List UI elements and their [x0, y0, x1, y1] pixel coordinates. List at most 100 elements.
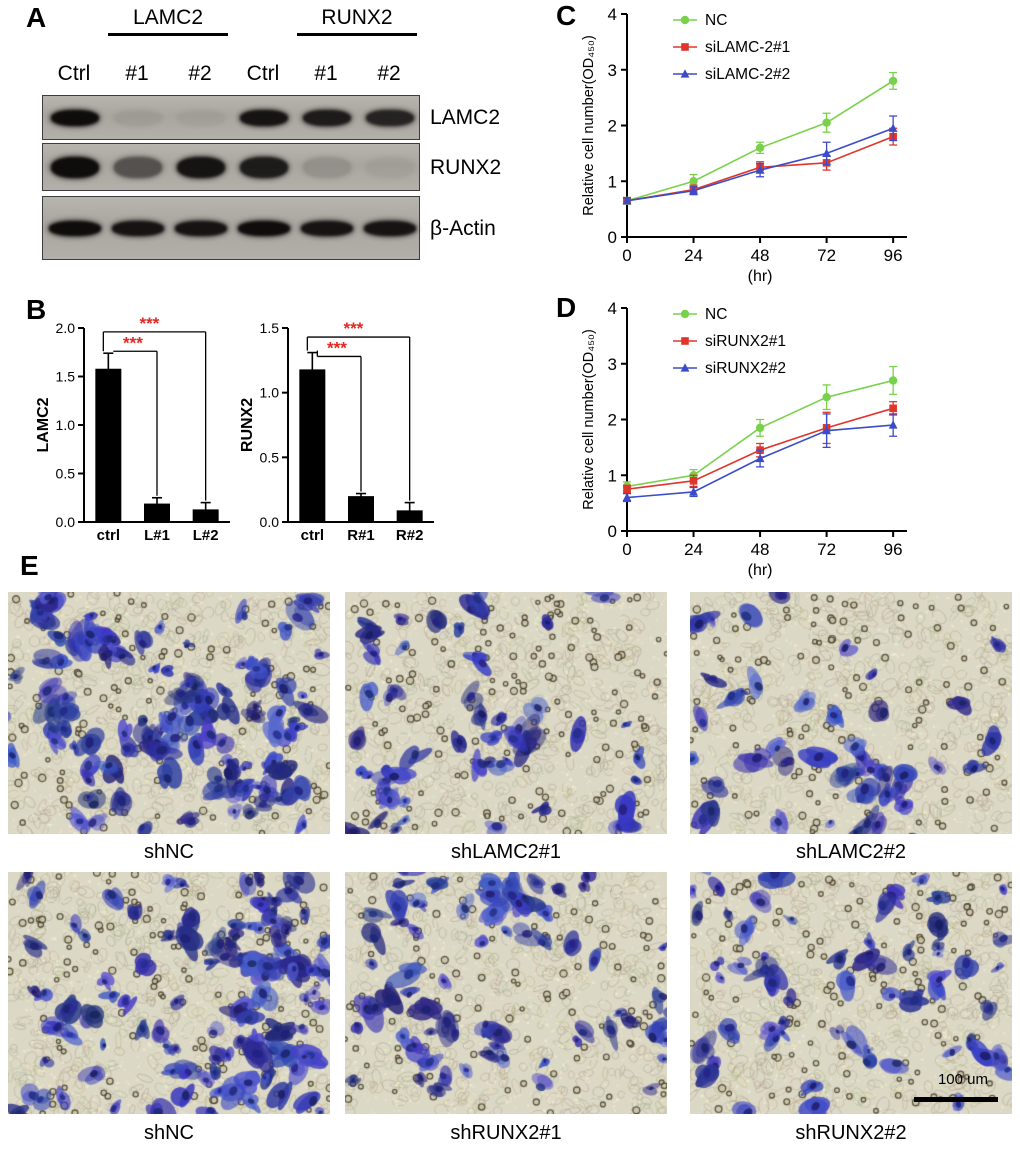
svg-text:R#1: R#1: [347, 527, 375, 544]
micrograph-canvas: [690, 872, 1012, 1114]
panel-label-c: C: [556, 0, 577, 31]
scale-bar: [914, 1097, 998, 1102]
svg-text:NC: NC: [705, 306, 727, 323]
svg-text:LAMC2: LAMC2: [35, 397, 52, 452]
svg-text:siLAMC-2#2: siLAMC-2#2: [705, 66, 790, 83]
blot-group-header-runx2: RUNX2: [297, 6, 417, 36]
blot-band: [174, 220, 227, 236]
lane-label-2a: #2: [188, 62, 212, 85]
svg-text:0.0: 0.0: [56, 514, 76, 530]
svg-text:0.5: 0.5: [260, 449, 280, 465]
micrograph-canvas: [690, 592, 1012, 834]
silamc2-growth-chart: 0 1 2 3 4 0 24 48 72 96 (hr) Relative cell number(O…: [581, 5, 907, 285]
blot-band: [113, 156, 162, 178]
svg-text:R#2: R#2: [396, 527, 424, 544]
svg-text:1: 1: [608, 172, 617, 191]
svg-text:0.5: 0.5: [56, 466, 76, 482]
blot-band: [50, 109, 99, 126]
svg-text:24: 24: [684, 246, 703, 265]
svg-text:ctrl: ctrl: [301, 527, 324, 544]
svg-text:1.5: 1.5: [56, 369, 76, 385]
blot-band: [239, 109, 288, 126]
svg-text:4: 4: [608, 299, 617, 318]
transwell-image-shrunx2-1: [345, 872, 667, 1114]
blot-row-label-runx2: RUNX2: [430, 156, 502, 179]
micrograph-canvas: [8, 872, 330, 1114]
svg-text:siLAMC-2#1: siLAMC-2#1: [705, 39, 790, 56]
transwell-image-shrunx2-2: 100 um: [690, 872, 1012, 1114]
blot-band: [176, 156, 225, 178]
svg-text:0.0: 0.0: [260, 514, 280, 530]
svg-text:ctrl: ctrl: [97, 527, 120, 544]
micrograph-canvas: [345, 872, 667, 1114]
blot-band: [302, 156, 351, 178]
blot-band: [239, 156, 288, 178]
svg-text:(hr): (hr): [748, 268, 773, 285]
western-blot-actin-strip: [42, 196, 420, 260]
svg-text:RUNX2: RUNX2: [239, 398, 256, 452]
transwell-caption-shrunx2-2: shRUNX2#2: [795, 1122, 907, 1144]
transwell-caption-shlamc2-2: shLAMC2#2: [795, 841, 907, 863]
svg-text:96: 96: [884, 540, 903, 559]
svg-text:***: ***: [123, 333, 143, 352]
svg-text:Relative cell number(OD₄₅₀): Relative cell number(OD₄₅₀): [581, 35, 597, 216]
svg-text:0: 0: [608, 522, 617, 541]
runx2-bar-chart: 0.0 0.5 1.0 1.5 ctrl R#1 R#2 RUNX2 ******: [239, 319, 434, 544]
svg-text:48: 48: [751, 540, 770, 559]
svg-text:3: 3: [608, 61, 617, 80]
svg-text:siRUNX2#1: siRUNX2#1: [705, 333, 786, 350]
panel-label-d: D: [556, 292, 577, 323]
blot-band: [300, 220, 353, 236]
western-blot-lamc2-strip: [42, 95, 420, 140]
svg-text:48: 48: [751, 246, 770, 265]
panel-label-a: A: [26, 2, 47, 33]
svg-text:1.5: 1.5: [260, 320, 280, 336]
western-blot-runx2-strip: [42, 143, 420, 191]
svg-text:***: ***: [343, 319, 363, 338]
transwell-caption-shlamc2-1: shLAMC2#1: [450, 841, 562, 863]
blot-band: [365, 156, 414, 178]
svg-text:4: 4: [608, 5, 617, 24]
lane-label-1a: #1: [125, 62, 149, 85]
svg-text:2: 2: [608, 117, 617, 136]
svg-text:L#1: L#1: [144, 527, 170, 544]
svg-text:96: 96: [884, 246, 903, 265]
svg-text:3: 3: [608, 355, 617, 374]
svg-text:(hr): (hr): [748, 562, 773, 579]
lamc2-bar-chart: 0.0 0.5 1.0 1.5 2.0 ctrl L#1 L#2 LAMC2 ******: [35, 314, 230, 544]
blot-band: [302, 109, 351, 126]
svg-text:1: 1: [608, 466, 617, 485]
svg-text:siRUNX2#2: siRUNX2#2: [705, 360, 786, 377]
svg-text:0: 0: [608, 228, 617, 247]
svg-text:1.0: 1.0: [56, 417, 76, 433]
svg-text:***: ***: [327, 338, 347, 357]
transwell-image-shlamc2-2: [690, 592, 1012, 834]
svg-text:2: 2: [608, 411, 617, 430]
blot-band: [50, 156, 99, 178]
blot-row-label-lamc2: LAMC2: [430, 106, 501, 129]
transwell-caption-shnc-bottom: shNC: [143, 1122, 194, 1144]
blot-row-label-actin: β-Actin: [430, 217, 496, 240]
micrograph-canvas: [8, 592, 330, 834]
transwell-image-shnc-top: [8, 592, 330, 834]
svg-text:72: 72: [817, 246, 836, 265]
blot-group-header-lamc2: LAMC2: [108, 6, 228, 36]
svg-text:72: 72: [817, 540, 836, 559]
blot-band: [237, 220, 290, 236]
svg-text:1.0: 1.0: [260, 385, 280, 401]
svg-text:NC: NC: [705, 12, 727, 29]
svg-text:24: 24: [684, 540, 703, 559]
lane-label-1b: #1: [314, 62, 338, 85]
lane-label-ctrl-2: Ctrl: [246, 62, 280, 85]
blot-band: [111, 220, 164, 236]
blot-band: [365, 109, 414, 126]
panel-label-e: E: [20, 550, 39, 581]
panel-label-b: B: [26, 294, 47, 325]
transwell-caption-shrunx2-1: shRUNX2#1: [450, 1122, 562, 1144]
scale-bar-label: 100 um: [937, 1071, 988, 1088]
svg-text:0: 0: [622, 246, 631, 265]
transwell-image-shnc-bottom: [8, 872, 330, 1114]
blot-band: [48, 220, 101, 236]
svg-text:L#2: L#2: [193, 527, 219, 544]
